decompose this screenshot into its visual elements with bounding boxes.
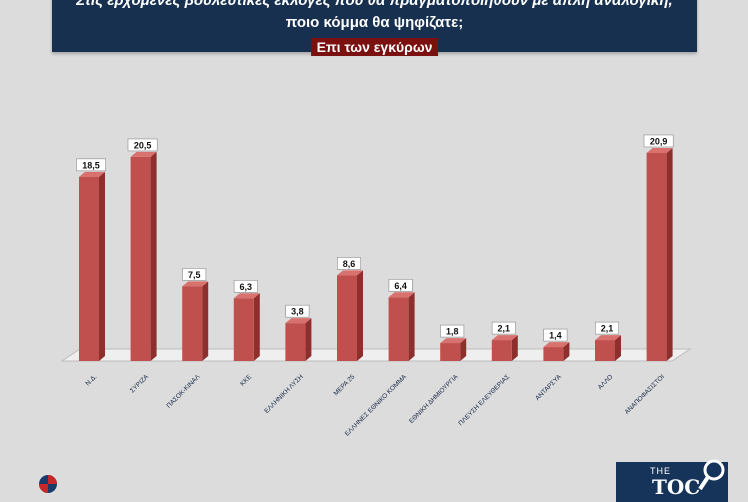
bar-top [130,151,157,157]
data-label-box [440,324,465,338]
bar [233,298,254,361]
bar [595,340,615,361]
data-label-box [182,268,207,281]
data-label-box [76,158,106,172]
bar-side [460,338,467,361]
category-label: ΜΕΡΑ 25 [333,373,357,397]
bar [440,343,461,361]
category-label: ΚΚΕ [239,373,254,388]
data-label-box [491,321,516,335]
bar-side [202,281,209,361]
data-label: 6,4 [394,281,407,291]
bar-side [666,147,673,361]
chart-title-line-1: Στις ερχόμενες βουλευτικές εκλογές που θ… [76,0,673,9]
bar-side [357,270,363,361]
chart-subtitle: Επι των εγκύρων [310,38,439,56]
data-label-box [594,321,619,335]
category-label: ΠΑΣΟΚ-ΚΙΝΑΛ [165,373,202,410]
bar [130,156,151,361]
bar-top [543,342,570,348]
bar-top [595,335,621,341]
bar [543,347,564,361]
data-label: 2,1 [601,324,614,334]
category-label: ΑΝΤΑΡΣΥΑ [534,373,563,402]
bar-side [511,335,518,361]
data-label: 1,4 [549,331,562,341]
data-label: 8,6 [343,259,356,269]
the-toc-logo: THE TOC [616,459,728,502]
data-label-box [233,279,258,293]
bar-side [615,335,621,361]
bar [182,286,203,361]
data-label-box [127,138,158,152]
bar-side [408,292,415,361]
bar-top [233,293,260,299]
category-label: ΑΝΑΠΟΦΑΣΙΣΤΟΙ [624,373,667,416]
bar-side [253,293,260,361]
data-label: 1,8 [446,327,459,337]
bar-top [285,318,312,324]
data-label: 7,5 [188,270,201,280]
bar-side [563,342,570,361]
data-label-box [336,257,361,270]
data-label: 20,5 [134,140,152,150]
data-label-box [543,328,568,342]
data-label: 6,3 [240,282,253,292]
bar-side [150,151,157,361]
bar-side [99,171,105,361]
bar [491,340,512,361]
bar-side [305,318,312,361]
bar [337,275,357,361]
data-label: 20,9 [650,136,668,146]
data-label: 18,5 [82,160,100,170]
bar [388,297,409,361]
bar-top [182,281,209,287]
chart-title-line-2: ποιο κόμμα θα ψηφίζατε; [285,14,464,31]
bar [646,152,667,361]
data-label-box [388,278,413,292]
category-label: ΕΛΛΗΝΕΣ ΕΘΝΙΚΟ ΚΟΜΜΑ [344,373,409,438]
data-label: 3,8 [291,307,304,317]
category-label: Ν.Δ. [85,373,99,387]
bar [285,323,306,361]
data-label-box [643,134,674,148]
category-label: ΠΛΕΥΣΗ ΕΛΕΥΘΕΡΙΑΣ [457,373,511,427]
bar [79,176,99,361]
logo-the-text: THE [650,466,671,476]
chart-title-banner: Στις ερχόμενες βουλευτικές εκλογές που θ… [52,0,697,56]
data-label: 2,1 [498,324,511,334]
pollster-logo-icon [39,475,57,493]
category-label: ΣΥΡΙΖΑ [129,373,151,395]
category-label: ΕΘΝΙΚΗ ΔΗΜΙΟΥΡΓΙΑ [408,373,460,425]
bar-top [646,147,673,153]
bar-top [491,335,518,341]
chart-floor [60,348,692,362]
bar-top [440,338,467,344]
bar-top [79,171,105,177]
magnifier-icon [698,459,725,491]
category-label: ΑΛΛΟ [597,373,615,391]
data-label-box [285,304,310,318]
bar-top [388,292,415,298]
logo-toc-text: TOC [652,475,701,499]
bar-top [337,270,363,276]
category-label: ΕΛΛΗΝΙΚΗ ΛΥΣΗ [263,373,305,415]
